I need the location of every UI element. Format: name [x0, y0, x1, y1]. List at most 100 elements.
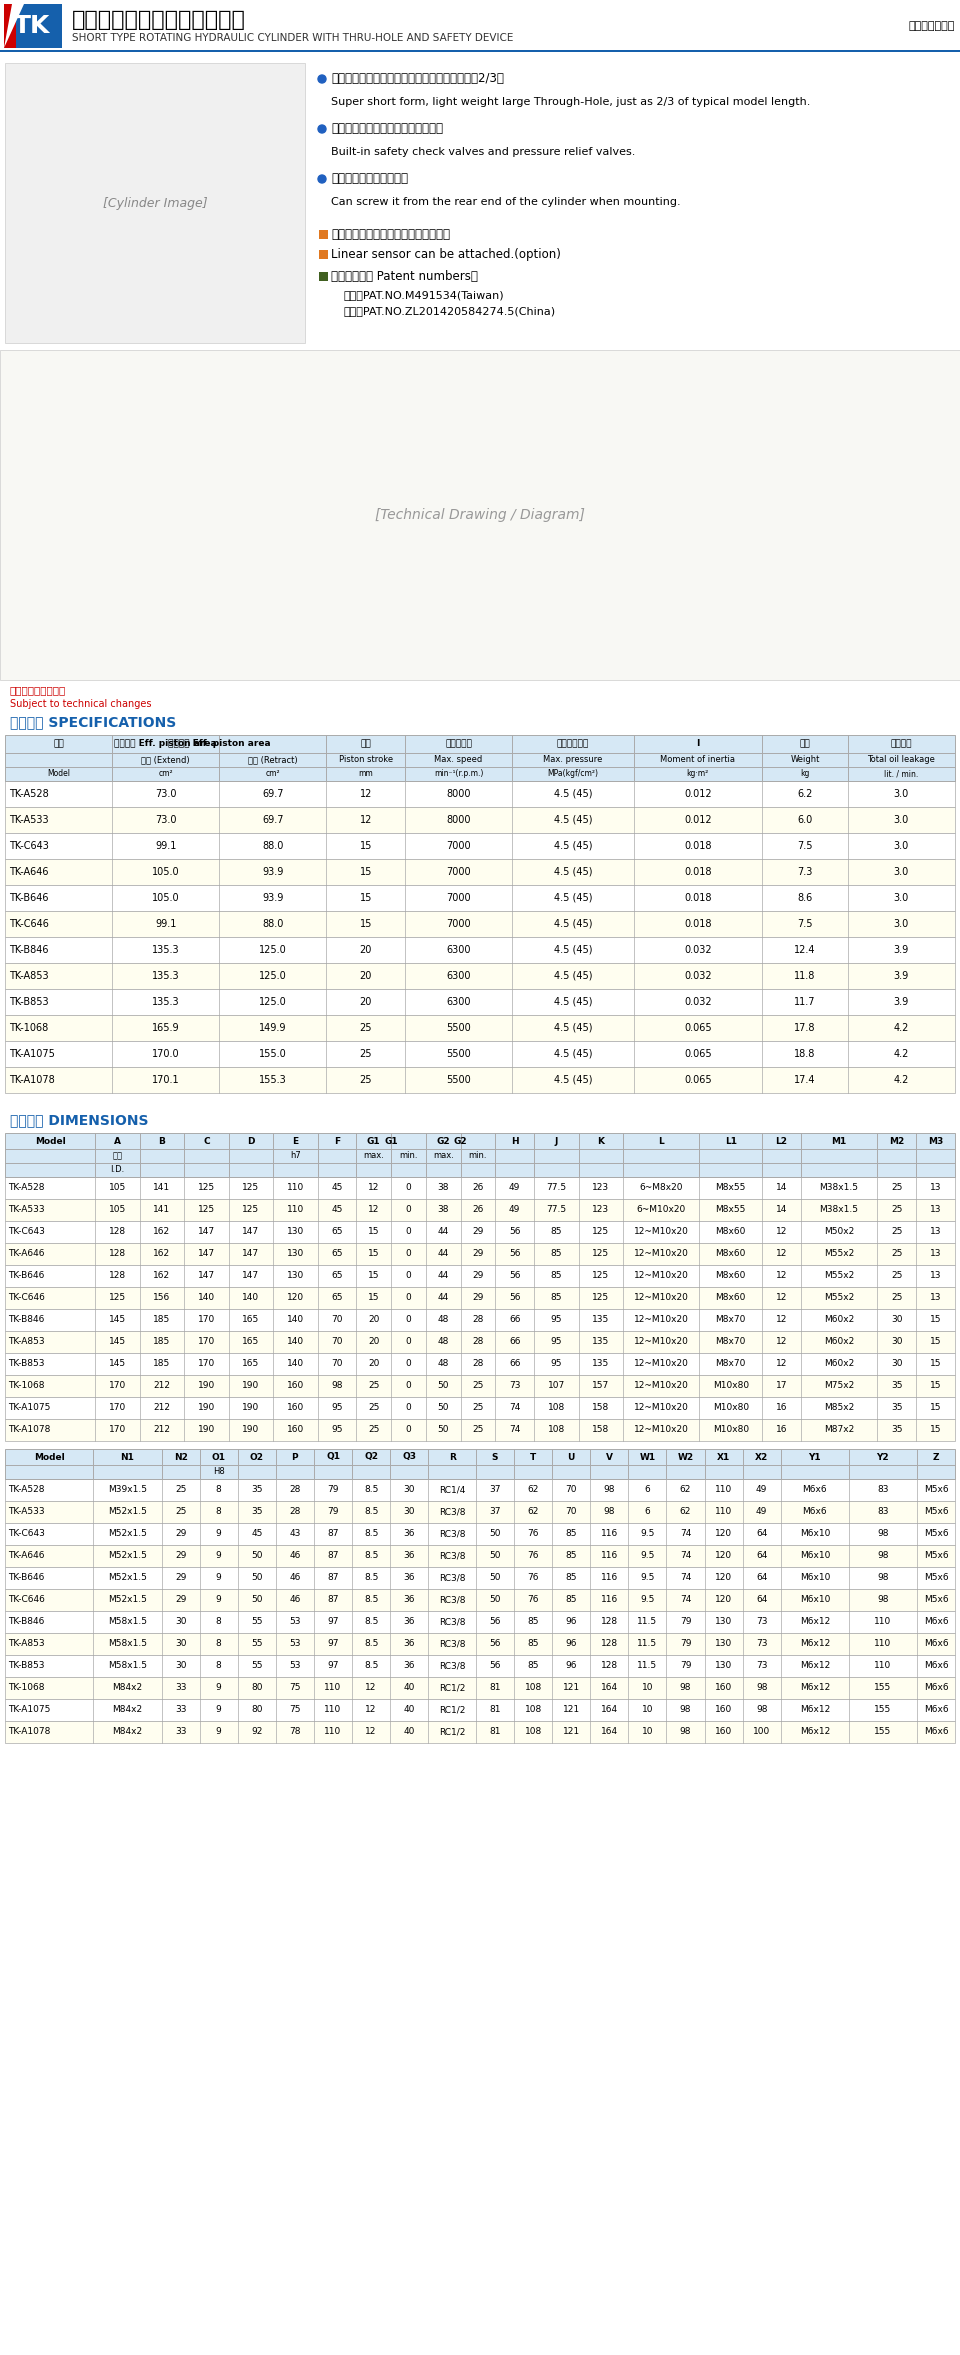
Text: 6: 6: [644, 1486, 650, 1495]
Text: 64: 64: [756, 1594, 767, 1604]
Text: 25: 25: [891, 1185, 902, 1192]
Text: 4.2: 4.2: [894, 1022, 909, 1034]
Text: 85: 85: [527, 1639, 539, 1648]
Text: 15: 15: [368, 1293, 379, 1302]
Text: 15: 15: [930, 1359, 942, 1368]
Text: RC1/4: RC1/4: [439, 1486, 466, 1495]
Text: 37: 37: [490, 1486, 501, 1495]
Text: 40: 40: [403, 1684, 415, 1693]
Text: 141: 141: [154, 1185, 171, 1192]
Text: M1: M1: [831, 1137, 847, 1145]
Text: M6x12: M6x12: [800, 1729, 830, 1736]
Text: 28: 28: [289, 1486, 300, 1495]
Text: E: E: [292, 1137, 299, 1145]
Text: M10x80: M10x80: [712, 1382, 749, 1389]
Text: 0: 0: [405, 1227, 411, 1236]
Text: 110: 110: [287, 1185, 304, 1192]
Text: 128: 128: [601, 1618, 618, 1627]
Text: M6x12: M6x12: [800, 1684, 830, 1693]
Text: G2: G2: [437, 1137, 450, 1145]
Polygon shape: [4, 5, 24, 47]
Text: 85: 85: [565, 1552, 577, 1561]
Text: TK-1068: TK-1068: [8, 1382, 44, 1389]
Text: 147: 147: [198, 1272, 215, 1281]
Text: 162: 162: [154, 1272, 171, 1281]
Bar: [5, 1420, 955, 1441]
Text: 170.0: 170.0: [152, 1048, 180, 1060]
Text: 135: 135: [592, 1316, 610, 1324]
Text: 66: 66: [509, 1316, 520, 1324]
Text: 6: 6: [644, 1507, 650, 1517]
Text: W2: W2: [678, 1453, 693, 1462]
Bar: [5, 1243, 955, 1265]
Text: 35: 35: [252, 1486, 262, 1495]
Text: 15: 15: [930, 1404, 942, 1413]
Text: M8x60: M8x60: [715, 1293, 746, 1302]
Text: 98: 98: [877, 1528, 889, 1538]
Text: 20: 20: [368, 1316, 379, 1324]
Text: R: R: [448, 1453, 456, 1462]
Text: 123: 123: [592, 1185, 610, 1192]
Text: 8: 8: [216, 1639, 222, 1648]
Text: 130: 130: [715, 1663, 732, 1670]
Text: 83: 83: [877, 1507, 889, 1517]
Bar: [319, 250, 328, 259]
Text: 15: 15: [360, 841, 372, 850]
Bar: [5, 1397, 955, 1420]
Text: 73: 73: [756, 1663, 767, 1670]
Text: 29: 29: [175, 1552, 186, 1561]
Text: 8.5: 8.5: [364, 1528, 378, 1538]
Text: J: J: [555, 1137, 558, 1145]
Text: 95: 95: [331, 1425, 343, 1434]
Text: G2: G2: [454, 1137, 468, 1145]
Circle shape: [318, 125, 326, 132]
Text: 36: 36: [403, 1639, 415, 1648]
Text: 25: 25: [359, 1074, 372, 1086]
Text: 116: 116: [601, 1552, 618, 1561]
Text: 0.018: 0.018: [684, 918, 711, 928]
Text: 0: 0: [405, 1338, 411, 1347]
Text: 25: 25: [175, 1486, 186, 1495]
Text: 4.5 (45): 4.5 (45): [554, 944, 592, 956]
Text: 110: 110: [715, 1486, 732, 1495]
Text: 62: 62: [680, 1486, 691, 1495]
Bar: [0, 0, 960, 52]
Text: 36: 36: [403, 1594, 415, 1604]
Text: M5x6: M5x6: [924, 1486, 948, 1495]
Text: 125: 125: [592, 1227, 610, 1236]
Text: TK-C646: TK-C646: [9, 918, 49, 928]
Text: 內建逆止閥自鎖機構及壓力洩壓閥。: 內建逆止閥自鎖機構及壓力洩壓閥。: [331, 122, 443, 137]
Text: TK-A528: TK-A528: [8, 1185, 44, 1192]
Text: 0: 0: [405, 1251, 411, 1258]
Text: M58x1.5: M58x1.5: [108, 1618, 147, 1627]
Text: 0.032: 0.032: [684, 996, 711, 1008]
Text: 25: 25: [472, 1404, 484, 1413]
Text: RC3/8: RC3/8: [439, 1552, 466, 1561]
Text: 70: 70: [565, 1486, 577, 1495]
Text: 125.0: 125.0: [259, 944, 287, 956]
Text: 36: 36: [403, 1552, 415, 1561]
Text: 75: 75: [289, 1705, 300, 1714]
Text: 62: 62: [527, 1486, 539, 1495]
Text: 12.4: 12.4: [794, 944, 816, 956]
Text: 25: 25: [472, 1425, 484, 1434]
Text: 50: 50: [490, 1573, 501, 1583]
Text: M55x2: M55x2: [824, 1251, 854, 1258]
Text: 30: 30: [403, 1486, 415, 1495]
Text: M6x6: M6x6: [924, 1729, 948, 1736]
Text: TK-1068: TK-1068: [8, 1684, 44, 1693]
Bar: [5, 1656, 955, 1677]
Text: G1: G1: [384, 1137, 398, 1145]
Text: 50: 50: [490, 1528, 501, 1538]
Text: 4.2: 4.2: [894, 1074, 909, 1086]
Text: MPa(kgf/cm²): MPa(kgf/cm²): [547, 770, 598, 780]
Text: 8.5: 8.5: [364, 1618, 378, 1627]
Text: 6.2: 6.2: [798, 789, 813, 798]
Text: 170: 170: [108, 1404, 126, 1413]
Text: 17.8: 17.8: [794, 1022, 816, 1034]
Text: RC3/8: RC3/8: [439, 1507, 466, 1517]
Text: 123: 123: [592, 1206, 610, 1215]
Text: lit. / min.: lit. / min.: [884, 770, 919, 780]
Text: 74: 74: [680, 1528, 691, 1538]
Text: C: C: [204, 1137, 209, 1145]
